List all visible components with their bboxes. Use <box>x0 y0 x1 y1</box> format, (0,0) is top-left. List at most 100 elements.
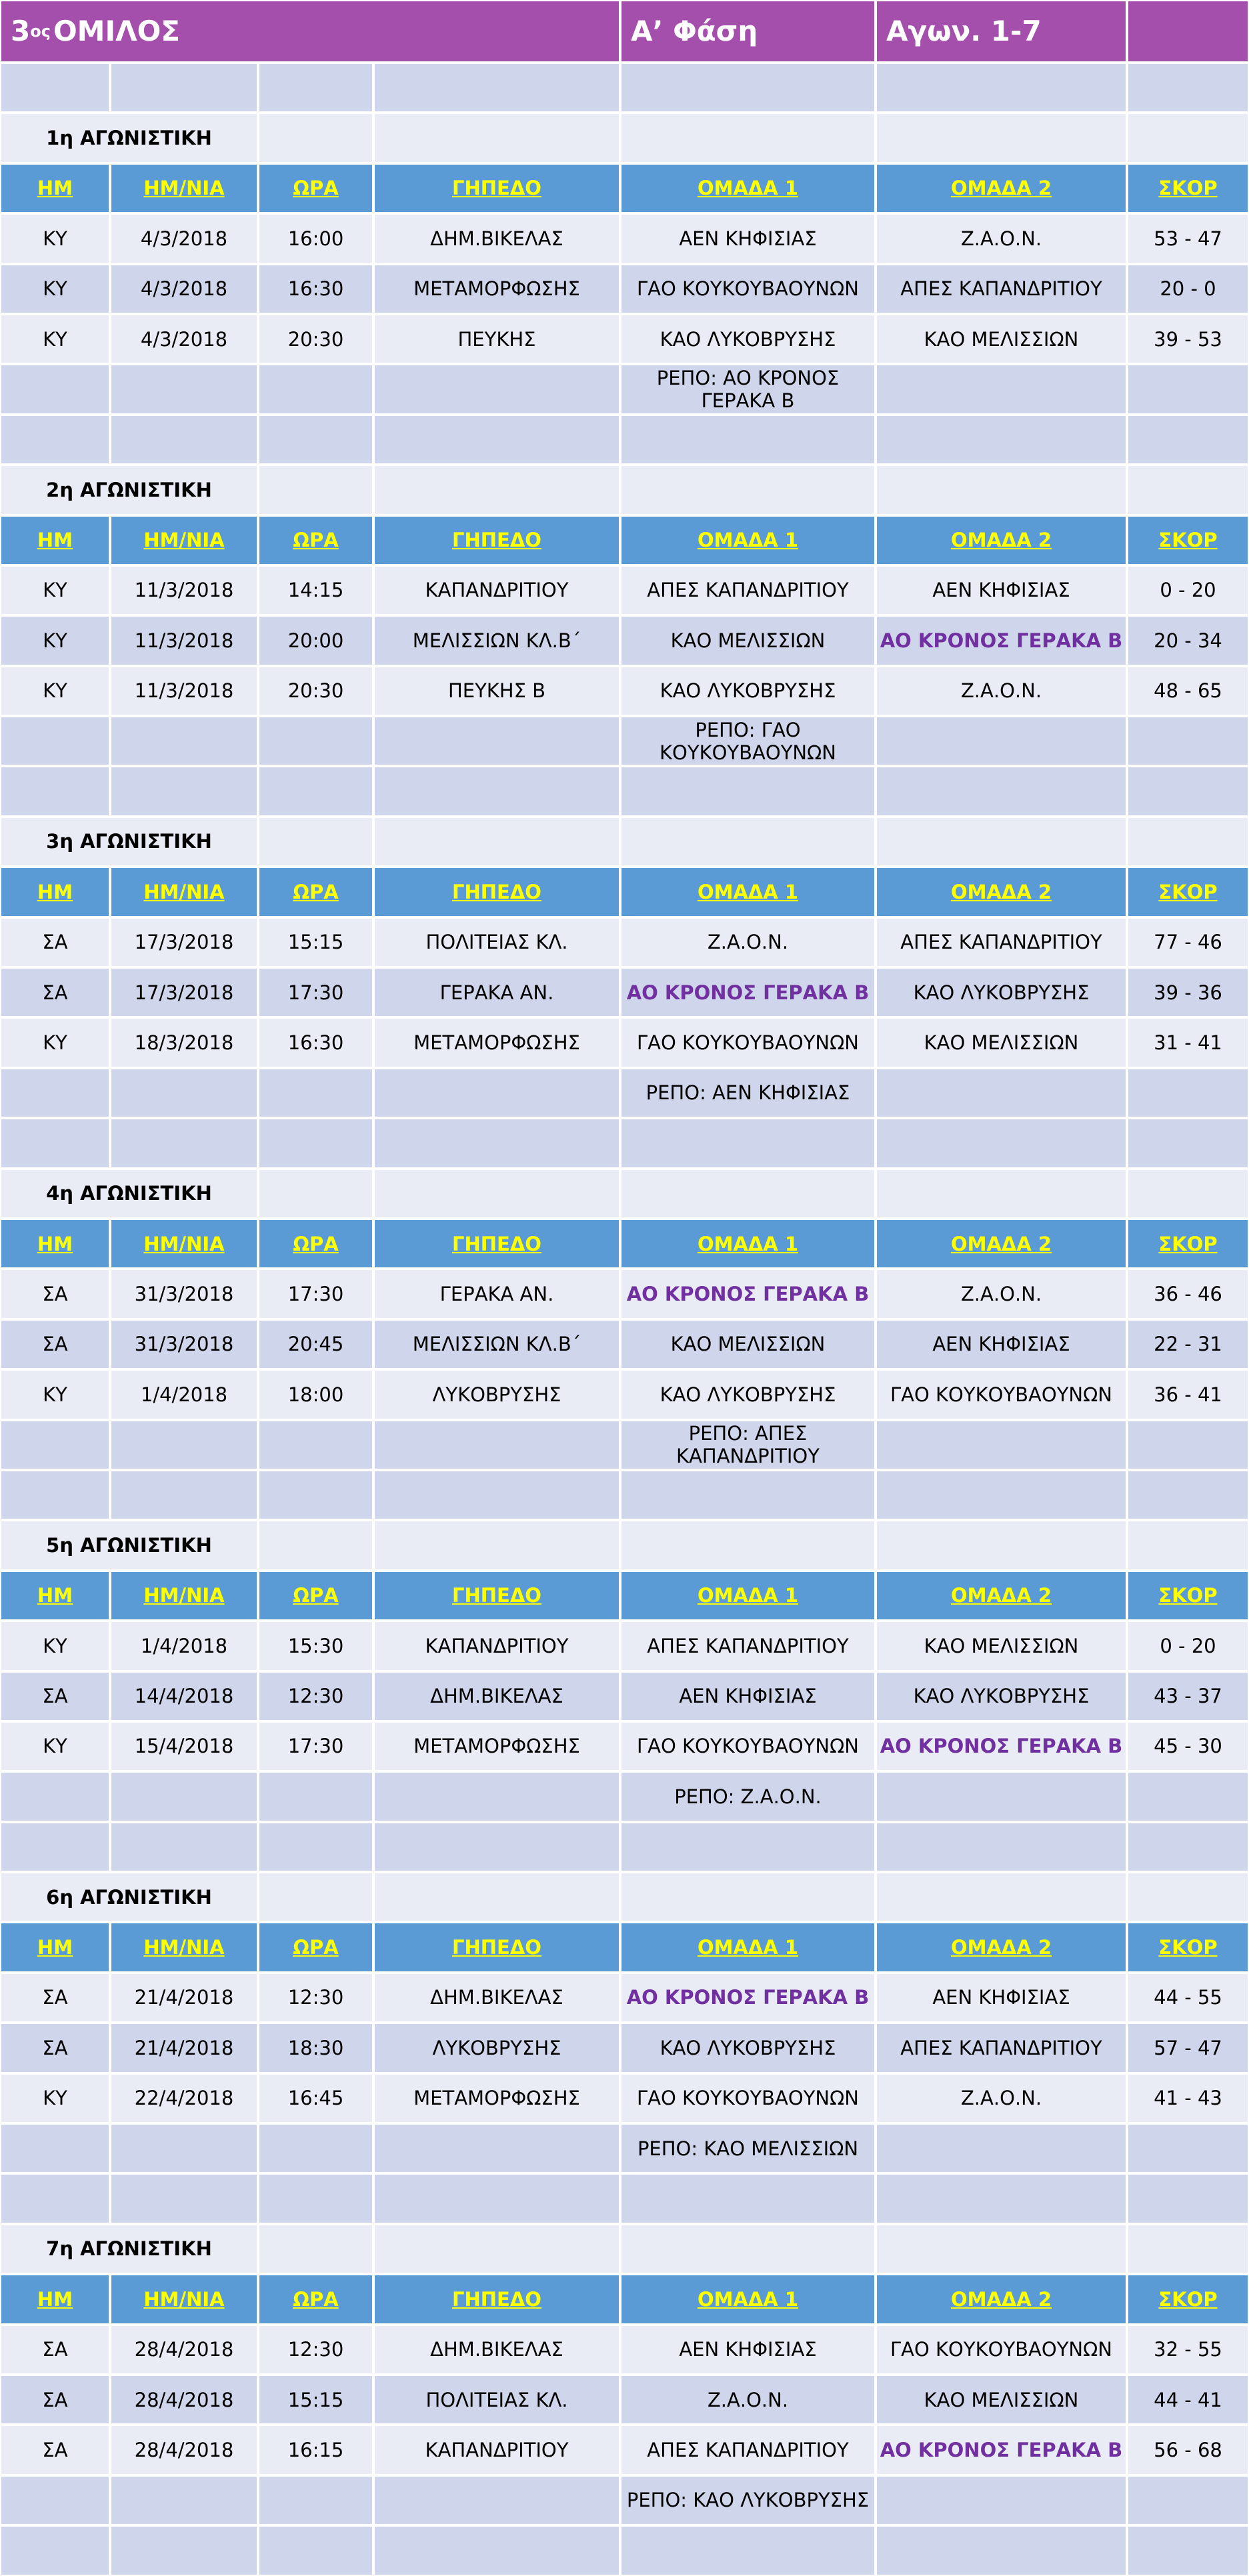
empty-cell <box>373 1469 620 1521</box>
time: 12:30 <box>258 1972 373 2023</box>
column-header: ΟΜΑΔΑ 2 <box>876 1570 1127 1621</box>
empty-cell <box>876 2525 1127 2576</box>
empty-cell <box>373 1168 620 1219</box>
empty-cell <box>110 1118 258 1169</box>
column-header: ΣΚΟΡ <box>1127 867 1249 917</box>
team-1: ΑΠΕΣ ΚΑΠΑΝΔΡΙΤΙΟΥ <box>620 565 876 616</box>
column-header: ΗΜ/ΝΙΑ <box>110 515 258 565</box>
day: ΚΥ <box>0 615 110 666</box>
empty-cell <box>1127 1520 1249 1571</box>
empty-cell <box>110 1469 258 1521</box>
empty-cell <box>373 2223 620 2275</box>
column-header: ΣΚΟΡ <box>1127 1218 1249 1269</box>
score: 56 - 68 <box>1127 2425 1249 2475</box>
empty-cell <box>876 1168 1127 1219</box>
bye-team: ΡΕΠΟ: ΑΟ ΚΡΟΝΟΣ ΓΕΡΑΚΑ Β <box>620 364 876 415</box>
score: 53 - 47 <box>1127 213 1249 264</box>
column-header: ΩΡΑ <box>258 1570 373 1621</box>
time: 14:15 <box>258 565 373 616</box>
empty-cell <box>1127 1771 1249 1822</box>
empty-cell <box>373 63 620 113</box>
column-header: ΗΜ/ΝΙΑ <box>110 867 258 917</box>
team-2: Ζ.Α.Ο.Ν. <box>876 213 1127 264</box>
empty-cell <box>258 465 373 515</box>
date: 17/3/2018 <box>110 917 258 968</box>
empty-cell <box>0 1469 110 1521</box>
column-header: ΟΜΑΔΑ 1 <box>620 1218 876 1269</box>
empty-cell <box>373 1520 620 1571</box>
empty-cell <box>1127 364 1249 415</box>
empty-cell <box>110 1771 258 1822</box>
day: ΣΑ <box>0 2374 110 2425</box>
date: 1/4/2018 <box>110 1369 258 1420</box>
empty-cell <box>258 63 373 113</box>
empty-cell <box>258 1419 373 1470</box>
team-1: ΑΕΝ ΚΗΦΙΣΙΑΣ <box>620 1671 876 1721</box>
column-header: ΗΜ <box>0 2274 110 2325</box>
score: 31 - 41 <box>1127 1017 1249 1068</box>
team-2: ΑΟ ΚΡΟΝΟΣ ΓΕΡΑΚΑ Β <box>876 2425 1127 2475</box>
bye-team: ΡΕΠΟ: ΚΑΟ ΜΕΛΙΣΣΙΩΝ <box>620 2123 876 2174</box>
venue: ΚΑΠΑΝΔΡΙΤΙΟΥ <box>373 565 620 616</box>
empty-cell <box>258 2525 373 2576</box>
time: 20:00 <box>258 615 373 666</box>
column-header: ΓΗΠΕΔΟ <box>373 1570 620 1621</box>
date: 15/4/2018 <box>110 1721 258 1772</box>
date: 28/4/2018 <box>110 2425 258 2475</box>
score: 0 - 20 <box>1127 1621 1249 1671</box>
column-header: ΗΜ <box>0 1218 110 1269</box>
empty-cell <box>1127 2173 1249 2224</box>
column-header: ΗΜ <box>0 867 110 917</box>
column-header: ΣΚΟΡ <box>1127 1570 1249 1621</box>
team-2: ΚΑΟ ΛΥΚΟΒΡΥΣΗΣ <box>876 1671 1127 1721</box>
date: 11/3/2018 <box>110 665 258 717</box>
time: 12:30 <box>258 1671 373 1721</box>
venue: ΜΕΤΑΜΟΡΦΩΣΗΣ <box>373 2073 620 2124</box>
team-2: ΓΑΟ ΚΟΥΚΟΥΒΑΟΥΝΩΝ <box>876 2324 1127 2375</box>
team-2: Ζ.Α.Ο.Ν. <box>876 665 1127 717</box>
day: ΚΥ <box>0 263 110 314</box>
empty-cell <box>1127 1168 1249 1219</box>
team-1: ΚΑΟ ΜΕΛΙΣΣΙΩΝ <box>620 615 876 666</box>
empty-cell <box>0 1821 110 1873</box>
empty-cell <box>258 2173 373 2224</box>
date: 28/4/2018 <box>110 2374 258 2425</box>
column-header: ΗΜ <box>0 1570 110 1621</box>
empty-cell <box>110 1821 258 1873</box>
empty-cell <box>1127 1419 1249 1470</box>
empty-cell <box>620 816 876 867</box>
column-header: ΗΜ/ΝΙΑ <box>110 2274 258 2325</box>
date: 21/4/2018 <box>110 2023 258 2073</box>
team-2: ΚΑΟ ΜΕΛΙΣΣΙΩΝ <box>876 1621 1127 1671</box>
empty-cell <box>0 414 110 465</box>
round-label: 1η ΑΓΩΝΙΣΤΙΚΗ <box>0 113 258 163</box>
empty-cell <box>373 414 620 465</box>
empty-cell <box>373 1118 620 1169</box>
time: 16:15 <box>258 2425 373 2475</box>
empty-cell <box>0 2173 110 2224</box>
venue: ΔΗΜ.ΒΙΚΕΛΑΣ <box>373 2324 620 2375</box>
time: 16:45 <box>258 2073 373 2124</box>
team-1: ΚΑΟ ΛΥΚΟΒΡΥΣΗΣ <box>620 2023 876 2073</box>
day: ΣΑ <box>0 1671 110 1721</box>
venue: ΠΟΛΙΤΕΙΑΣ ΚΛ. <box>373 2374 620 2425</box>
day: ΣΑ <box>0 1972 110 2023</box>
team-2: ΚΑΟ ΜΕΛΙΣΣΙΩΝ <box>876 313 1127 365</box>
date: 11/3/2018 <box>110 565 258 616</box>
day: ΚΥ <box>0 565 110 616</box>
empty-cell <box>1127 2525 1249 2576</box>
time: 15:15 <box>258 2374 373 2425</box>
score: 41 - 43 <box>1127 2073 1249 2124</box>
empty-cell <box>1127 2223 1249 2275</box>
empty-cell <box>620 766 876 817</box>
empty-cell <box>258 1118 373 1169</box>
team-1: Ζ.Α.Ο.Ν. <box>620 917 876 968</box>
empty-cell <box>0 364 110 415</box>
round-label: 4η ΑΓΩΝΙΣΤΙΚΗ <box>0 1168 258 1219</box>
empty-cell <box>876 1520 1127 1571</box>
column-header: ΗΜ/ΝΙΑ <box>110 1922 258 1973</box>
empty-cell <box>258 113 373 163</box>
empty-cell <box>110 2123 258 2174</box>
empty-cell <box>258 1168 373 1219</box>
